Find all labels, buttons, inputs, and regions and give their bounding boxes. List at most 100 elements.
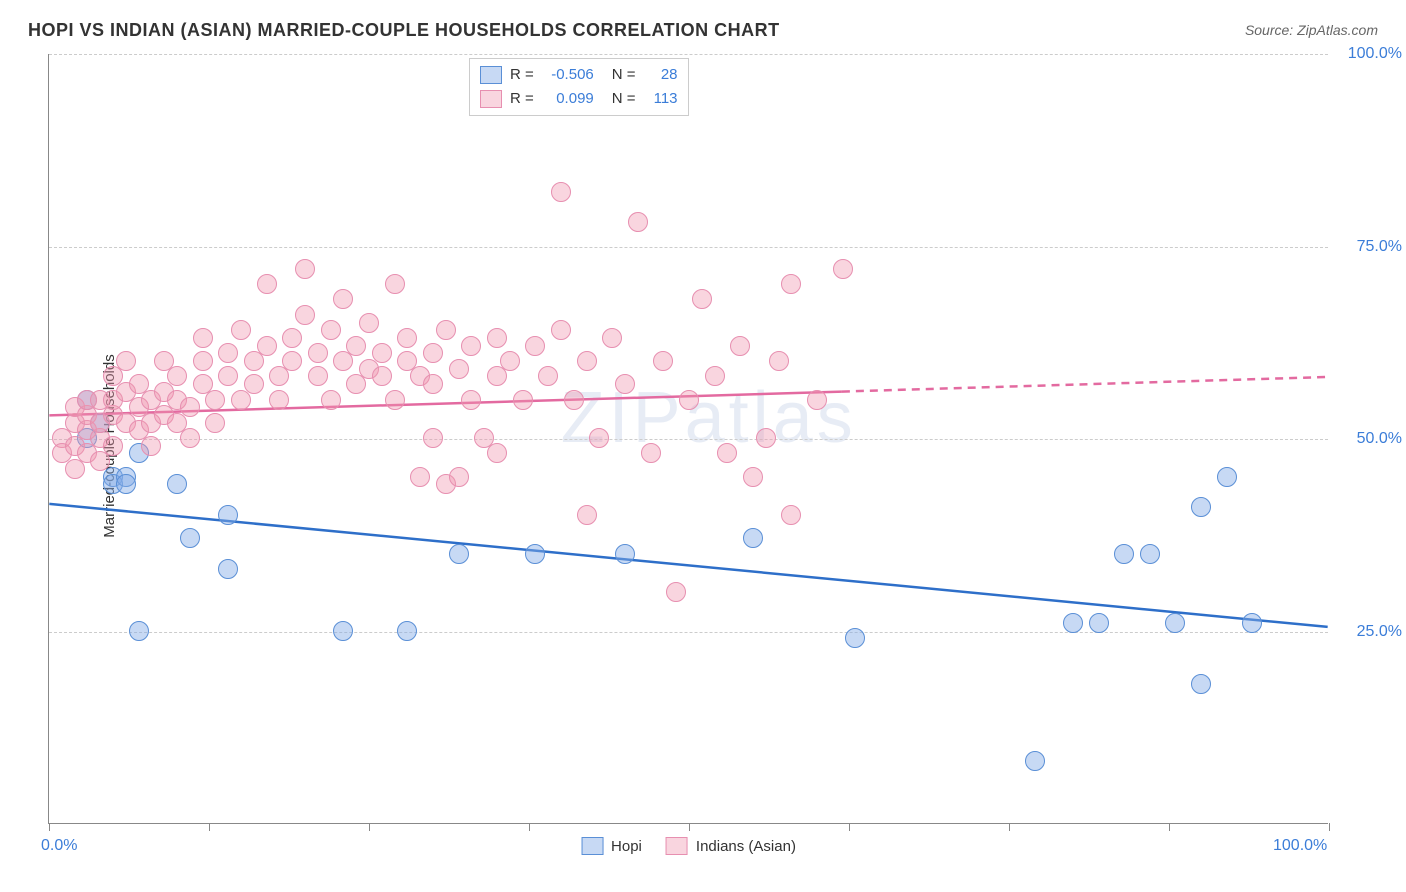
scatter-point: [1165, 613, 1185, 633]
scatter-point: [397, 621, 417, 641]
x-tick: [369, 823, 370, 831]
scatter-point: [218, 559, 238, 579]
source-attribution: Source: ZipAtlas.com: [1245, 22, 1378, 38]
scatter-point: [513, 390, 533, 410]
scatter-point: [756, 428, 776, 448]
scatter-point: [385, 274, 405, 294]
scatter-point: [589, 428, 609, 448]
scatter-point: [1217, 467, 1237, 487]
stats-n-value: 28: [644, 63, 678, 87]
legend-swatch: [480, 66, 502, 84]
scatter-point: [205, 413, 225, 433]
scatter-point: [180, 428, 200, 448]
y-tick-label: 25.0%: [1338, 623, 1402, 641]
y-tick-label: 100.0%: [1338, 45, 1402, 63]
scatter-point: [205, 390, 225, 410]
scatter-point: [577, 351, 597, 371]
scatter-point: [1140, 544, 1160, 564]
scatter-point: [308, 366, 328, 386]
scatter-point: [730, 336, 750, 356]
legend-swatch: [581, 837, 603, 855]
scatter-point: [525, 336, 545, 356]
scatter-point: [103, 436, 123, 456]
scatter-point: [129, 621, 149, 641]
scatter-point: [257, 336, 277, 356]
scatter-point: [1089, 613, 1109, 633]
scatter-point: [679, 390, 699, 410]
y-tick-label: 50.0%: [1338, 430, 1402, 448]
scatter-point: [410, 467, 430, 487]
scatter-point: [423, 374, 443, 394]
stats-r-label: R =: [510, 87, 534, 111]
trend-line-solid: [49, 504, 1327, 627]
scatter-point: [1025, 751, 1045, 771]
scatter-point: [333, 289, 353, 309]
scatter-point: [333, 621, 353, 641]
scatter-point: [487, 328, 507, 348]
x-tick: [529, 823, 530, 831]
scatter-point: [218, 343, 238, 363]
scatter-point: [1191, 497, 1211, 517]
scatter-point: [461, 336, 481, 356]
scatter-point: [692, 289, 712, 309]
scatter-point: [231, 320, 251, 340]
stats-n-value: 113: [644, 87, 678, 111]
scatter-point: [269, 390, 289, 410]
chart-title: HOPI VS INDIAN (ASIAN) MARRIED-COUPLE HO…: [28, 20, 780, 41]
scatter-point: [436, 320, 456, 340]
scatter-point: [308, 343, 328, 363]
scatter-point: [564, 390, 584, 410]
scatter-point: [1242, 613, 1262, 633]
gridline: [49, 247, 1328, 248]
scatter-point: [1114, 544, 1134, 564]
scatter-point: [423, 343, 443, 363]
stats-n-label: N =: [612, 87, 636, 111]
scatter-point: [781, 505, 801, 525]
scatter-point: [653, 351, 673, 371]
correlation-chart: HOPI VS INDIAN (ASIAN) MARRIED-COUPLE HO…: [0, 0, 1406, 892]
scatter-point: [628, 212, 648, 232]
scatter-point: [487, 443, 507, 463]
trend-line-dashed: [842, 377, 1328, 392]
scatter-point: [321, 320, 341, 340]
scatter-point: [705, 366, 725, 386]
legend-item: Hopi: [581, 837, 642, 855]
gridline: [49, 632, 1328, 633]
scatter-point: [551, 320, 571, 340]
scatter-point: [193, 351, 213, 371]
gridline: [49, 439, 1328, 440]
scatter-point: [295, 305, 315, 325]
legend-item: Indians (Asian): [666, 837, 796, 855]
scatter-point: [1063, 613, 1083, 633]
scatter-point: [602, 328, 622, 348]
scatter-point: [1191, 674, 1211, 694]
scatter-point: [743, 528, 763, 548]
scatter-point: [244, 374, 264, 394]
x-tick: [849, 823, 850, 831]
scatter-point: [615, 544, 635, 564]
scatter-point: [423, 428, 443, 448]
scatter-point: [282, 351, 302, 371]
scatter-point: [180, 528, 200, 548]
scatter-point: [525, 544, 545, 564]
scatter-point: [666, 582, 686, 602]
x-tick: [689, 823, 690, 831]
stats-n-label: N =: [612, 63, 636, 87]
scatter-point: [141, 436, 161, 456]
scatter-point: [551, 182, 571, 202]
scatter-point: [743, 467, 763, 487]
stats-r-label: R =: [510, 63, 534, 87]
scatter-point: [218, 366, 238, 386]
x-tick: [1169, 823, 1170, 831]
scatter-point: [449, 544, 469, 564]
y-tick-label: 75.0%: [1338, 238, 1402, 256]
scatter-point: [167, 474, 187, 494]
scatter-point: [116, 351, 136, 371]
scatter-point: [116, 474, 136, 494]
x-tick-label: 0.0%: [41, 837, 77, 855]
scatter-point: [461, 390, 481, 410]
gridline: [49, 54, 1328, 55]
scatter-point: [781, 274, 801, 294]
legend-label: Hopi: [611, 838, 642, 855]
scatter-point: [167, 366, 187, 386]
